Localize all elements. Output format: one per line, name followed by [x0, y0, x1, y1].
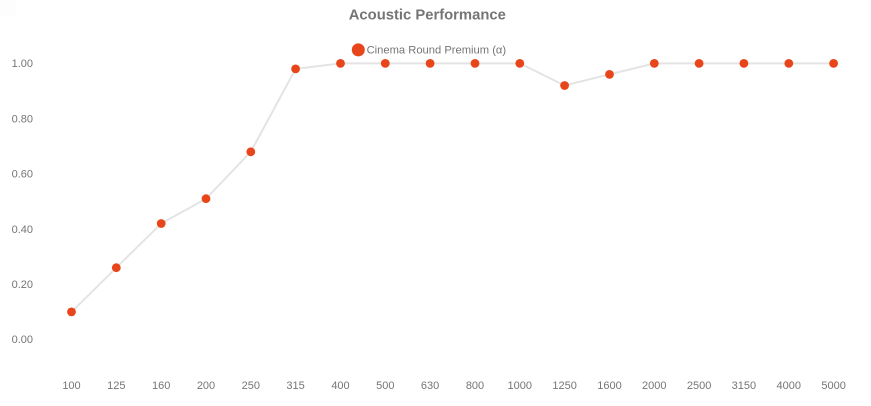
svg-text:125: 125: [107, 380, 125, 392]
svg-text:160: 160: [152, 380, 170, 392]
svg-text:2000: 2000: [642, 380, 666, 392]
svg-text:0.40: 0.40: [12, 224, 33, 236]
svg-text:2500: 2500: [687, 380, 711, 392]
svg-text:0.20: 0.20: [12, 279, 33, 291]
svg-text:500: 500: [376, 380, 394, 392]
svg-text:Cinema Round Premium (α): Cinema Round Premium (α): [367, 45, 507, 57]
svg-text:0.80: 0.80: [12, 113, 33, 125]
svg-text:200: 200: [197, 380, 215, 392]
svg-text:100: 100: [62, 380, 80, 392]
svg-text:0.00: 0.00: [12, 334, 33, 346]
svg-text:250: 250: [242, 380, 260, 392]
svg-text:4000: 4000: [777, 380, 801, 392]
svg-text:3150: 3150: [732, 380, 756, 392]
svg-text:1600: 1600: [597, 380, 621, 392]
svg-text:1250: 1250: [552, 380, 576, 392]
svg-text:Acoustic Performance: Acoustic Performance: [349, 8, 506, 24]
svg-text:315: 315: [286, 380, 304, 392]
svg-text:1.00: 1.00: [12, 58, 33, 70]
svg-text:5000: 5000: [821, 380, 845, 392]
svg-text:1000: 1000: [508, 380, 532, 392]
svg-text:800: 800: [466, 380, 484, 392]
svg-text:0.60: 0.60: [12, 169, 33, 181]
svg-text:400: 400: [331, 380, 349, 392]
svg-text:630: 630: [421, 380, 439, 392]
